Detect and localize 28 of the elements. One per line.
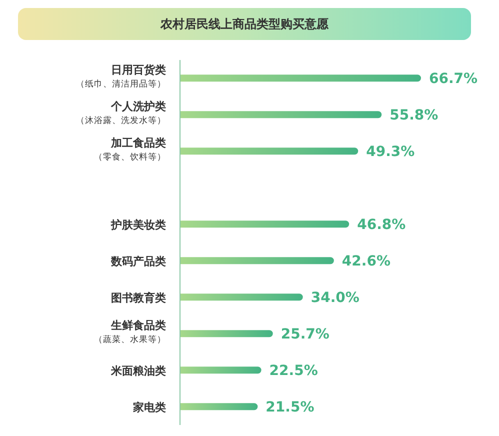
y-tick-label: 个人洗护类（沐浴露、洗发水等） [76,100,166,126]
data-label: 49.3% [366,144,415,160]
y-tick-label: 数码产品类 [110,254,166,268]
y-tick-label: 护肤美妆类 [110,218,166,232]
y-tick-label: 米面粮油类 [110,364,166,378]
y-tick-label: 图书教育类 [111,291,166,304]
bar [180,366,262,374]
data-label: 25.7% [280,326,330,343]
bar [180,148,358,155]
y-tick-label: 加工食品类（零食、饮料等） [94,136,166,162]
data-label: 22.5% [269,363,318,380]
chart-title: 农村居民线上商品类型购买意愿 [18,8,471,40]
data-label: 34.0% [310,290,360,306]
data-label: 55.8% [390,108,438,124]
data-label: 46.8% [357,217,406,234]
bar [180,330,273,338]
bar [180,403,258,410]
bar [180,220,350,228]
bar [180,111,382,118]
data-label: 42.6% [342,254,390,270]
data-label: 66.7% [429,71,478,88]
y-tick-label: 生鲜食品类（蔬菜、水果等） [94,318,166,345]
bar [180,74,421,82]
bar [180,294,303,301]
data-label: 21.5% [266,400,314,416]
y-tick-label: 日用百货类（纸巾、清洁用品等） [76,63,166,90]
bar [180,257,334,264]
y-tick-label: 家电类 [132,400,166,414]
